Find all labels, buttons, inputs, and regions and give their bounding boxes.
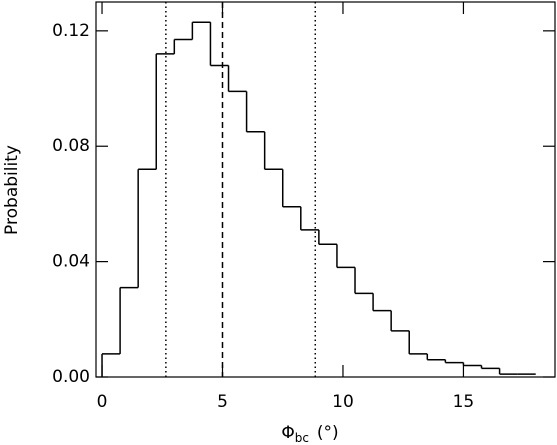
y-tick-label: 0.12	[52, 21, 90, 41]
x-axis-label: Φbc (°)	[281, 423, 338, 445]
x-label-unit: (°)	[317, 423, 339, 443]
x-tick-label: 15	[453, 392, 475, 412]
y-axis-label: Probability	[2, 145, 22, 235]
y-tick-label: 0.08	[52, 136, 90, 156]
y-tick-label: 0.04	[52, 252, 90, 272]
x-label-symbol: Φ	[281, 423, 294, 443]
x-tick-label: 10	[332, 392, 354, 412]
y-tick-label: 0.00	[52, 367, 90, 387]
x-tick-label: 0	[97, 392, 108, 412]
plot-frame	[95, 1, 556, 378]
x-tick-label: 5	[217, 392, 228, 412]
x-label-sub: bc	[295, 431, 309, 445]
